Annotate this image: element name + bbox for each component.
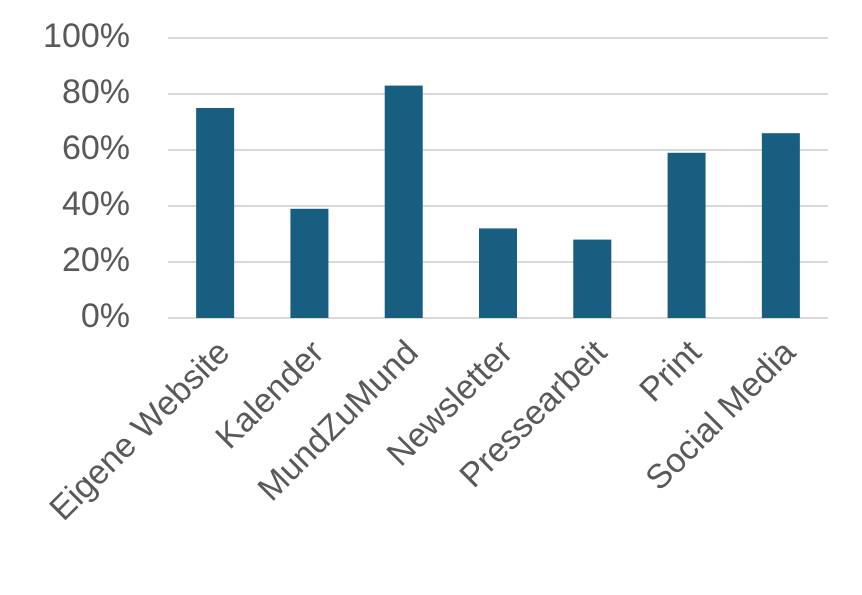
y-tick-label: 40% [62, 185, 130, 223]
bar [384, 85, 423, 318]
y-tick-label: 60% [62, 129, 130, 167]
x-tick-label: Print [632, 333, 709, 410]
bar [761, 133, 800, 318]
y-tick-label: 80% [62, 73, 130, 111]
x-tick-label: MundZuMund [251, 333, 426, 508]
bar [667, 152, 706, 318]
bar [573, 239, 612, 318]
x-tick-label: Eigene Website [42, 333, 237, 528]
y-tick-label: 100% [43, 17, 130, 55]
y-tick-label: 0% [81, 297, 130, 335]
bar [290, 208, 329, 318]
bar [479, 228, 517, 318]
bar [196, 108, 235, 318]
y-tick-label: 20% [62, 241, 130, 279]
